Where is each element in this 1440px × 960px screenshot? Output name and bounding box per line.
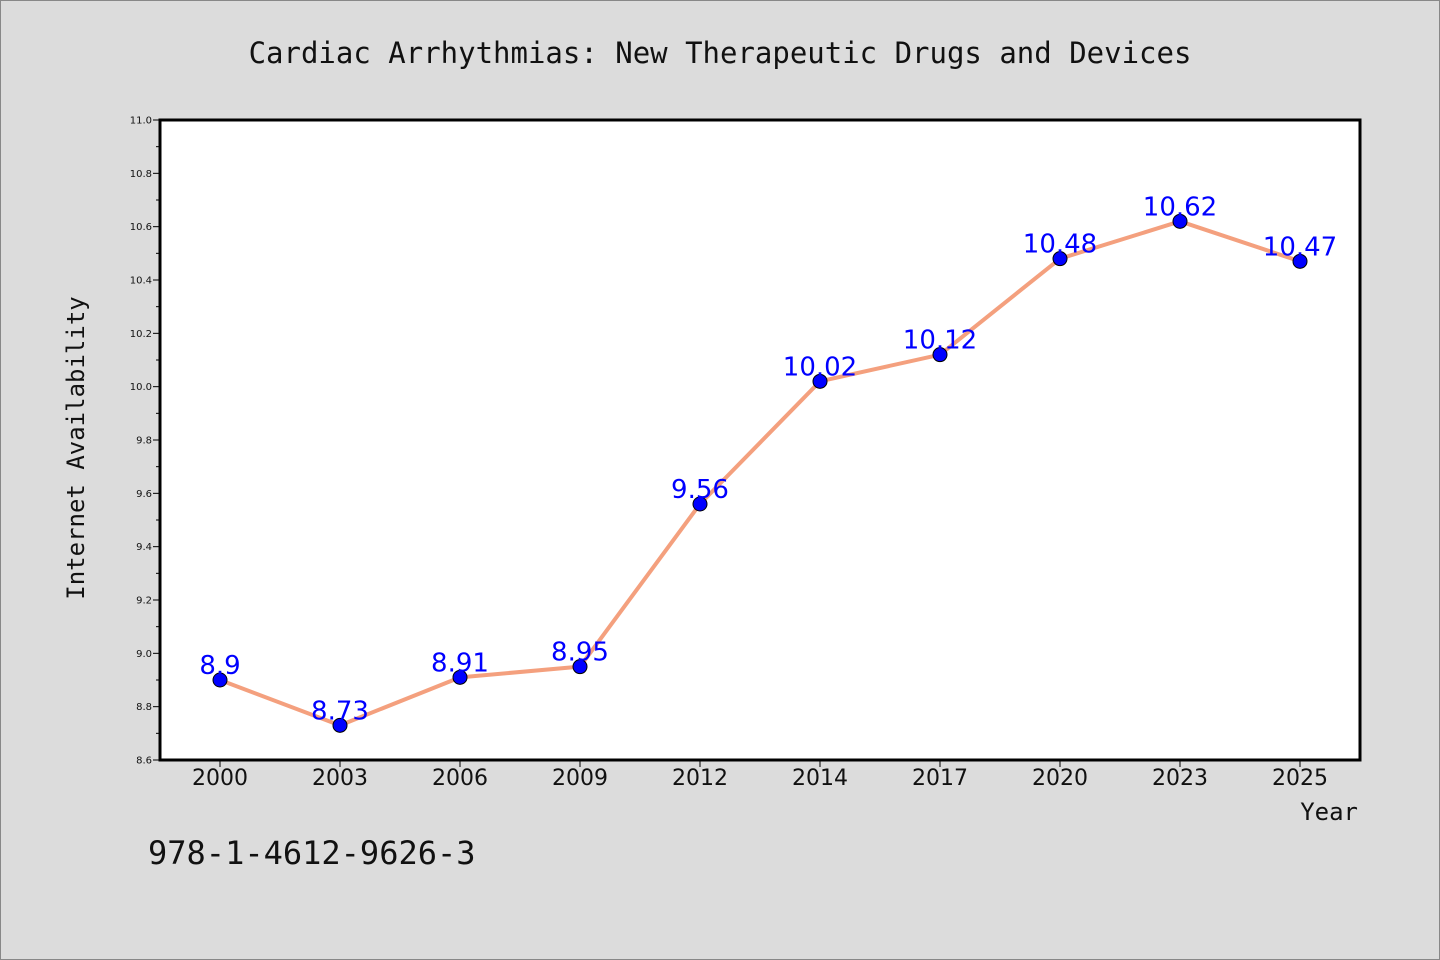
x-tick-label: 2003: [312, 766, 368, 791]
data-point: [1292, 253, 1308, 269]
x-tick-label: 2012: [672, 766, 728, 791]
x-tick-label: 2025: [1272, 766, 1328, 791]
y-tick-label: 10.2: [130, 329, 152, 340]
data-point: [212, 672, 228, 688]
y-tick-label: 10.8: [130, 169, 152, 180]
y-tick-label: 9.4: [136, 542, 152, 553]
y-tick-label: 8.6: [136, 756, 152, 767]
y-tick-label: 10.4: [130, 276, 152, 287]
data-label: 10.48: [1023, 230, 1097, 260]
data-label: 10.62: [1143, 192, 1217, 222]
x-tick-label: 2000: [192, 766, 248, 791]
data-label: 8.95: [551, 638, 609, 668]
data-label: 10.02: [783, 352, 857, 382]
data-point: [1172, 213, 1188, 229]
data-label: 8.73: [311, 696, 369, 726]
y-tick-label: 9.0: [136, 649, 152, 660]
x-tick-label: 2017: [912, 766, 968, 791]
chart-title: Cardiac Arrhythmias: New Therapeutic Dru…: [249, 36, 1192, 70]
x-tick-label: 2023: [1152, 766, 1208, 791]
data-label: 10.12: [903, 326, 977, 356]
series-group: [212, 213, 1308, 733]
y-axis-ticks: 8.6 8.8 9.0 9.2 9.4 9.6 9.8 10.0 10.2 10.4 10.6 10.…: [130, 116, 160, 767]
y-tick-label: 9.6: [136, 489, 152, 500]
y-tick-label: 11.0: [130, 116, 152, 127]
y-axis-label: Internet Availability: [62, 296, 90, 599]
data-point: [692, 496, 708, 512]
x-tick-label: 2020: [1032, 766, 1088, 791]
x-tick-label: 2006: [432, 766, 488, 791]
data-labels: 8.9 8.73 8.91 8.95 9.56 10.02 10.12 10.48 10.62 1…: [199, 192, 1337, 726]
x-axis-ticks: 2000 2003 2006 2009 2012 2014 2017 2020 2023 2025: [192, 760, 1328, 791]
data-point: [572, 659, 588, 675]
data-point: [452, 669, 468, 685]
data-point: [332, 717, 348, 733]
data-label: 9.56: [671, 475, 729, 505]
y-tick-label: 9.8: [136, 436, 152, 447]
data-point: [1052, 251, 1068, 267]
plot-frame: [158, 118, 1362, 762]
y-tick-label: 10.6: [130, 222, 152, 233]
x-tick-label: 2009: [552, 766, 608, 791]
data-point: [932, 347, 948, 363]
data-label: 8.9: [199, 651, 240, 681]
x-axis-label: Year: [1300, 798, 1358, 826]
data-label: 8.91: [431, 648, 489, 678]
y-tick-label: 10.0: [130, 382, 152, 393]
data-point: [812, 373, 828, 389]
series-line: [218, 219, 1302, 728]
x-tick-label: 2014: [792, 766, 848, 791]
data-label: 10.47: [1263, 232, 1337, 262]
y-tick-label: 8.8: [136, 702, 152, 713]
isbn-footer: 978-1-4612-9626-3: [148, 834, 476, 872]
y-tick-label: 9.2: [136, 596, 152, 607]
